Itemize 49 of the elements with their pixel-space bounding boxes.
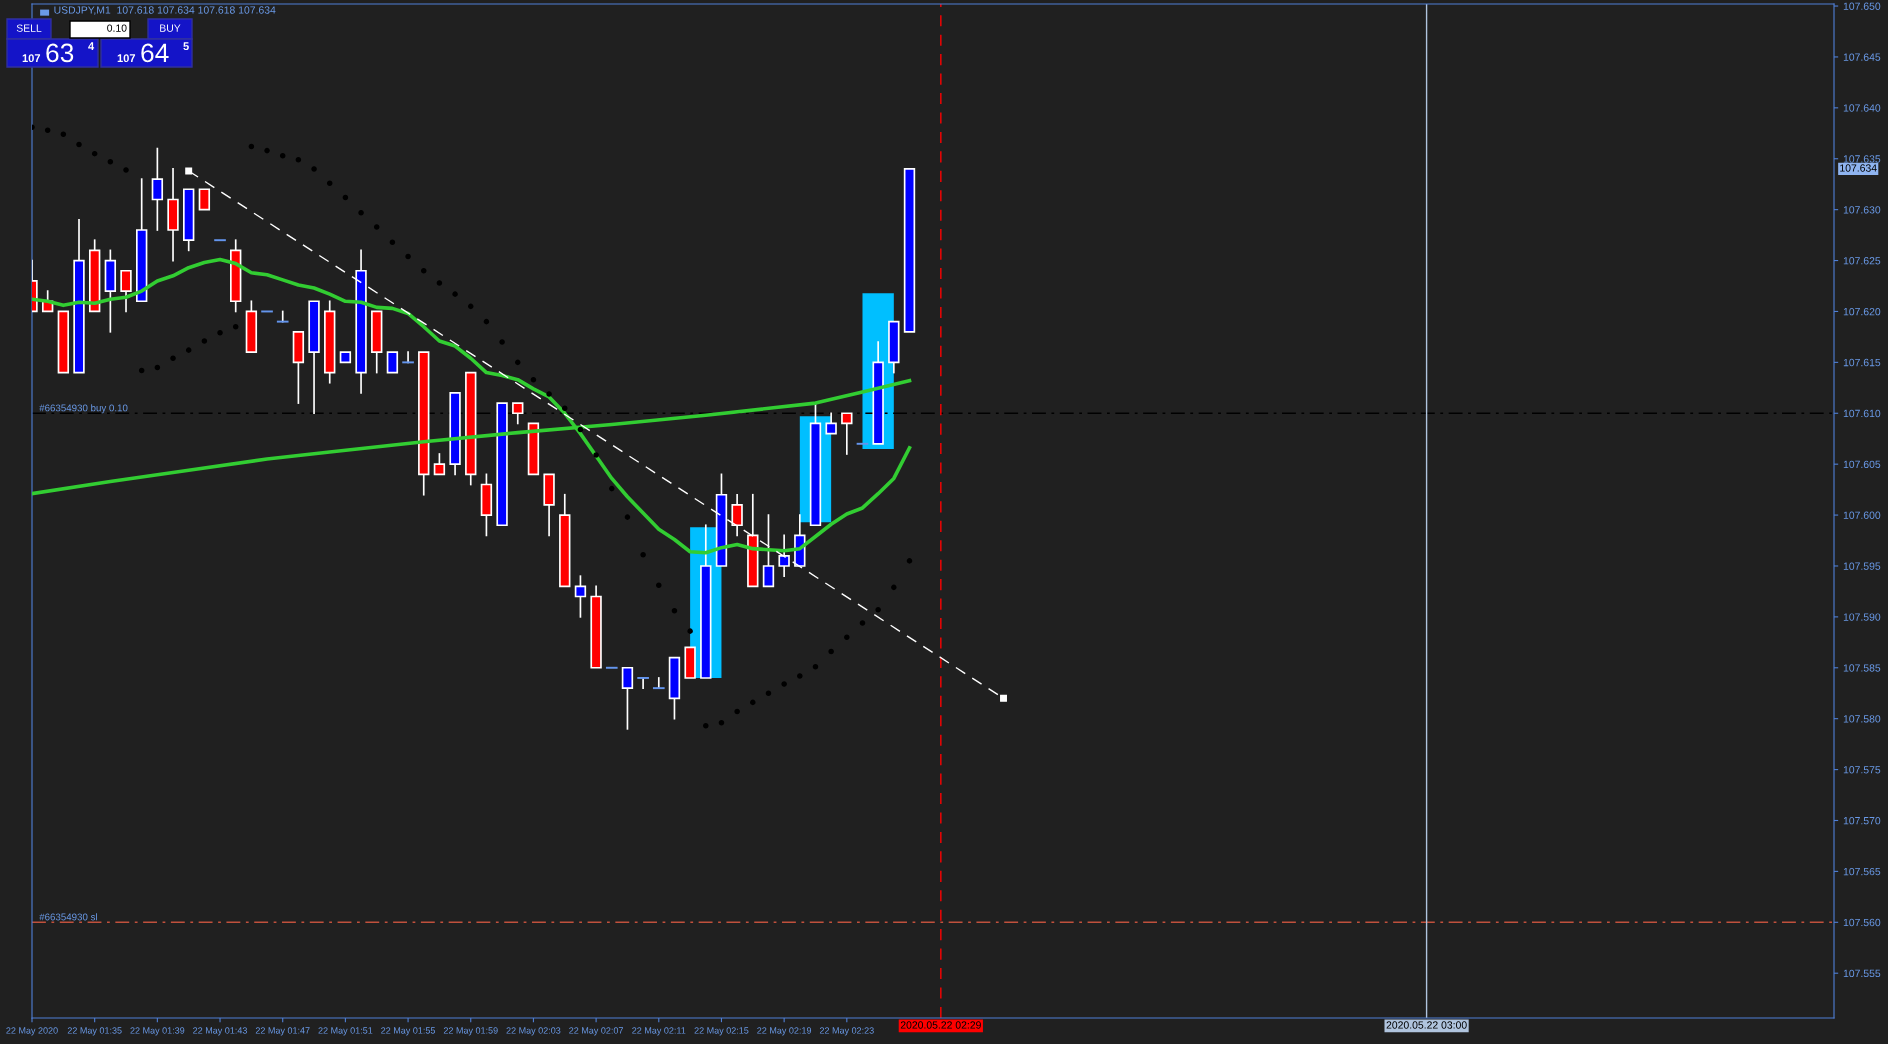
y-tick-label: 107.575 [1843,766,1881,774]
x-tick-label: 22 May 01:55 [381,1027,436,1036]
ref-line-label: 2020.05.22 02:29 [900,1021,981,1029]
x-tick-label: 22 May 02:23 [819,1027,874,1036]
x-tick-label: 22 May 01:43 [193,1027,247,1036]
y-tick-label: 107.585 [1843,664,1881,672]
y-tick-label: 107.570 [1843,816,1881,825]
x-tick-label: 22 May 01:35 [67,1027,122,1036]
ref-line-label: #66354930 sl [39,913,97,921]
chart-title: USDJPY,M1 107.618 107.634 107.618 107.634 [54,6,276,15]
x-tick-label: 22 May 02:03 [506,1027,561,1036]
annotation: 63 [46,43,74,63]
x-tick-label: 22 May 2020 [6,1027,58,1036]
annotation: BUY [160,24,181,32]
annotation: 64 [141,43,169,63]
y-tick-label: 107.610 [1843,409,1881,418]
text: 107.634 [1840,164,1877,172]
x-tick-label: 22 May 02:07 [569,1027,624,1036]
y-tick-label: 107.650 [1843,2,1881,10]
annotation: 5 [183,42,189,51]
annotation: 4 [88,42,95,50]
x-tick-label: 22 May 01:47 [255,1027,310,1036]
y-tick-label: 107.595 [1843,562,1881,570]
y-tick-label: 107.635 [1843,155,1881,163]
y-tick-label: 107.645 [1843,53,1881,61]
x-tick-label: 22 May 01:59 [443,1027,498,1036]
annotation: 107 [22,54,41,63]
annotation: 0.10 [107,24,127,32]
annotation: 107 [117,54,136,63]
y-tick-label: 107.565 [1843,867,1881,876]
y-tick-label: 107.590 [1843,613,1881,621]
y-tick-label: 107.625 [1843,257,1881,265]
y-tick-label: 107.580 [1843,715,1881,723]
x-tick-label: 22 May 02:11 [632,1027,686,1036]
x-tick-label: 22 May 01:51 [318,1027,373,1036]
y-tick-label: 107.555 [1843,969,1881,978]
y-tick-label: 107.605 [1843,460,1881,469]
y-tick-label: 107.620 [1843,307,1881,316]
y-tick-label: 107.630 [1843,206,1881,214]
x-tick-label: 22 May 01:39 [130,1027,185,1036]
annotation: SELL [16,24,42,32]
y-tick-label: 107.640 [1843,104,1881,112]
x-tick-label: 22 May 02:19 [757,1027,812,1036]
y-tick-label: 107.560 [1843,918,1881,927]
x-tick-label: 22 May 02:15 [694,1027,749,1036]
y-tick-label: 107.615 [1843,358,1881,367]
y-tick-label: 107.600 [1843,511,1881,519]
ref-line-label: #66354930 buy 0.10 [39,404,128,414]
ref-line-label: 2020.05.22 03:00 [1386,1021,1467,1029]
